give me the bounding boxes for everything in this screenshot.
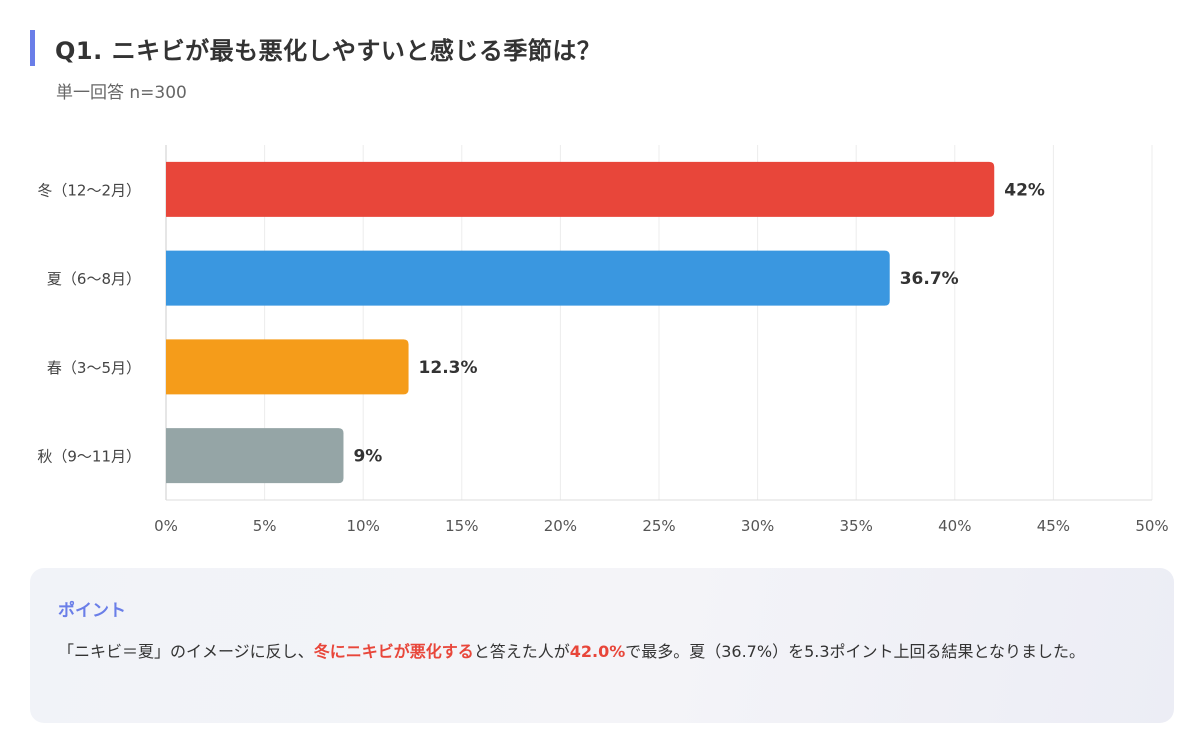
- bar-value-label: 42%: [1004, 180, 1045, 200]
- bar: [166, 428, 344, 484]
- bar-chart: 0% 5% 10% 15% 20% 25% 30% 35% 40% 45% 50% 42% 冬（12〜2…: [37, 145, 1169, 535]
- point-highlight-2: 42.0%: [569, 642, 626, 661]
- x-tick-label: 30%: [741, 517, 774, 535]
- point-text-part-3: で最多。夏（36.7%）を5.3ポイント上回る結果となりました。: [625, 642, 1086, 661]
- x-tick-label: 40%: [938, 517, 971, 535]
- page-title: Q1. ニキビが最も悪化しやすいと感じる季節は？: [55, 36, 602, 65]
- bar: [166, 250, 890, 306]
- title-accent-bar: Q1. ニキビが最も悪化しやすいと感じる季節は？: [30, 30, 601, 66]
- point-text: 「ニキビ＝夏」のイメージに反し、冬にニキビが悪化すると答えた人が42.0%で最多…: [58, 637, 1146, 667]
- x-tick-label: 20%: [544, 517, 577, 535]
- bar-value-label: 12.3%: [419, 358, 478, 378]
- point-text-part-2: と答えた人が: [473, 642, 570, 661]
- y-category-label: 秋（9〜11月）: [37, 448, 141, 466]
- x-tick-label: 5%: [253, 517, 277, 535]
- x-tick-label: 15%: [445, 517, 478, 535]
- point-highlight-1: 冬にニキビが悪化する: [313, 642, 474, 661]
- x-tick-label: 35%: [840, 517, 873, 535]
- bar: [166, 339, 409, 395]
- y-category-label: 夏（6〜8月）: [47, 270, 141, 288]
- y-category-label: 冬（12〜2月）: [37, 181, 141, 199]
- x-tick-label: 45%: [1037, 517, 1070, 535]
- bar-value-label: 9%: [353, 447, 382, 467]
- point-text-part-1: 「ニキビ＝夏」のイメージに反し、: [58, 642, 314, 661]
- point-title: ポイント: [58, 601, 126, 621]
- x-tick-label: 25%: [642, 517, 675, 535]
- y-category-label: 春（3〜5月）: [47, 359, 141, 377]
- page-subtitle: 単一回答 n=300: [56, 83, 187, 103]
- x-tick-label: 0%: [154, 517, 178, 535]
- bar-value-label: 36.7%: [900, 269, 959, 289]
- x-tick-label: 50%: [1135, 517, 1168, 535]
- x-tick-label: 10%: [347, 517, 380, 535]
- bar: [166, 161, 995, 217]
- point-box: ポイント 「ニキビ＝夏」のイメージに反し、冬にニキビが悪化すると答えた人が42.…: [30, 568, 1174, 723]
